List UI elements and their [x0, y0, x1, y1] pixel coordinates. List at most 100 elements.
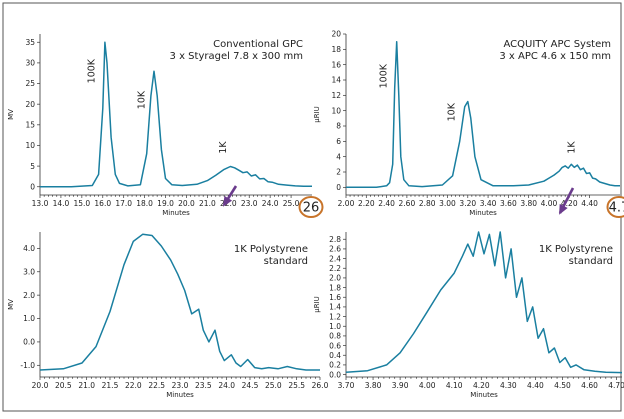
x-tick-label: 2.60 — [399, 199, 416, 208]
x-tick-label: 3.20 — [459, 199, 476, 208]
x-tick-label: 20.0 — [32, 381, 49, 390]
x-tick-label: 22.0 — [125, 381, 142, 390]
x-tick-label: 4.00 — [419, 381, 436, 390]
x-tick-label: 2.40 — [378, 199, 395, 208]
x-tick-label: 20.5 — [55, 381, 72, 390]
y-tick-label: 2.4 — [329, 254, 341, 263]
y-tick-label: 2.0 — [23, 291, 35, 300]
x-tick-label: 14.0 — [53, 199, 70, 208]
x-tick-label: 23.0 — [172, 381, 189, 390]
x-tick-label: 20.0 — [178, 199, 195, 208]
x-tick-label: 24.0 — [218, 381, 235, 390]
y-tick-label: 2 — [336, 168, 341, 177]
chart-annotation: 3 x APC 4.6 x 150 mm — [499, 51, 611, 62]
x-tick-label: 24.5 — [242, 381, 259, 390]
chart-annotation: standard — [264, 256, 308, 267]
x-tick-label: 25.0 — [265, 381, 282, 390]
x-tick-label: 16.0 — [94, 199, 111, 208]
x-tick-label: 4.40 — [581, 199, 598, 208]
highlight-value: 26 — [303, 201, 320, 216]
x-tick-label: 3.00 — [439, 199, 456, 208]
x-tick-label: 17.0 — [115, 199, 132, 208]
x-tick-label: 4.70 — [608, 381, 624, 390]
peak-label: 10K — [137, 90, 148, 109]
x-axis-title: Minutes — [166, 391, 194, 399]
y-tick-label: 4.0 — [23, 244, 35, 253]
x-axis-title: Minutes — [470, 391, 498, 399]
y-tick-label: 2.8 — [329, 235, 341, 244]
y-tick-label: 10 — [331, 106, 341, 115]
x-tick-label: 3.90 — [392, 381, 409, 390]
y-tick-label: 14 — [331, 76, 341, 85]
chart-annotation: Conventional GPC — [213, 39, 303, 50]
x-tick-label: 18.0 — [136, 199, 153, 208]
x-tick-label: 3.80 — [365, 381, 382, 390]
x-tick-label: 2.80 — [419, 199, 436, 208]
y-tick-label: 2.0 — [329, 274, 341, 283]
x-tick-label: 3.80 — [520, 199, 537, 208]
peak-label: 10K — [447, 102, 458, 121]
y-tick-label: 1.0 — [329, 322, 341, 331]
x-tick-label: 19.0 — [157, 199, 174, 208]
y-tick-label: 35 — [25, 38, 35, 47]
y-tick-label: 6 — [336, 137, 341, 146]
y-tick-label: 1.2 — [329, 312, 341, 321]
chart-annotation: ACQUITY APC System — [503, 39, 611, 50]
y-tick-label: 10 — [25, 141, 35, 150]
peak-label: 1K — [218, 141, 229, 154]
y-tick-label: -1.0 — [20, 361, 35, 370]
y-tick-label: 0 — [336, 183, 341, 192]
y-tick-label: 0.2 — [329, 361, 341, 370]
x-tick-label: 24.0 — [262, 199, 279, 208]
y-tick-label: 2.2 — [329, 264, 341, 273]
x-tick-label: 3.60 — [500, 199, 517, 208]
y-tick-label: 0.0 — [23, 338, 35, 347]
y-tick-label: 0 — [30, 182, 35, 191]
x-tick-label: 4.00 — [541, 199, 558, 208]
x-tick-label: 3.70 — [338, 381, 355, 390]
x-tick-label: 23.5 — [195, 381, 212, 390]
y-tick-label: 20 — [25, 100, 35, 109]
x-tick-label: 4.10 — [446, 381, 463, 390]
y-axis-title: µRIU — [313, 106, 321, 123]
x-tick-label: 3.40 — [480, 199, 497, 208]
y-tick-label: 1.0 — [23, 314, 35, 323]
x-tick-label: 2.00 — [338, 199, 355, 208]
y-tick-label: 0.6 — [329, 341, 341, 350]
x-axis-title: Minutes — [162, 209, 190, 217]
x-tick-label: 21.0 — [78, 381, 95, 390]
x-tick-label: 21.5 — [102, 381, 119, 390]
x-tick-label: 4.30 — [500, 381, 517, 390]
x-tick-label: 4.60 — [581, 381, 598, 390]
y-tick-label: 1.8 — [329, 283, 341, 292]
y-tick-label: 15 — [25, 121, 35, 130]
y-tick-label: 16 — [331, 60, 341, 69]
y-tick-label: 0.4 — [329, 351, 341, 360]
x-tick-label: 4.40 — [527, 381, 544, 390]
x-tick-label: 22.5 — [148, 381, 165, 390]
y-tick-label: 30 — [25, 59, 35, 68]
y-axis-title: MV — [7, 109, 15, 120]
y-tick-label: 2.6 — [329, 245, 341, 254]
y-tick-label: 3.0 — [23, 267, 35, 276]
x-tick-label: 4.20 — [473, 381, 490, 390]
peak-label: 100K — [86, 58, 97, 83]
peak-label: 1K — [566, 141, 577, 154]
y-tick-label: 20 — [331, 30, 341, 39]
y-tick-label: 4 — [336, 152, 341, 161]
chart-annotation: 1K Polystyrene — [234, 244, 308, 255]
x-tick-label: 23.0 — [241, 199, 258, 208]
x-axis-title: Minutes — [469, 209, 497, 217]
y-tick-label: 12 — [331, 91, 341, 100]
highlight-value: 4.7 — [609, 201, 624, 216]
y-tick-label: 1.4 — [329, 303, 341, 312]
x-tick-label: 13.0 — [32, 199, 49, 208]
x-tick-label: 26.0 — [312, 381, 329, 390]
y-tick-label: 25 — [25, 79, 35, 88]
y-tick-label: 1.6 — [329, 293, 341, 302]
y-tick-label: 0.0 — [329, 370, 341, 379]
x-tick-label: 25.5 — [288, 381, 305, 390]
x-tick-label: 4.50 — [554, 381, 571, 390]
